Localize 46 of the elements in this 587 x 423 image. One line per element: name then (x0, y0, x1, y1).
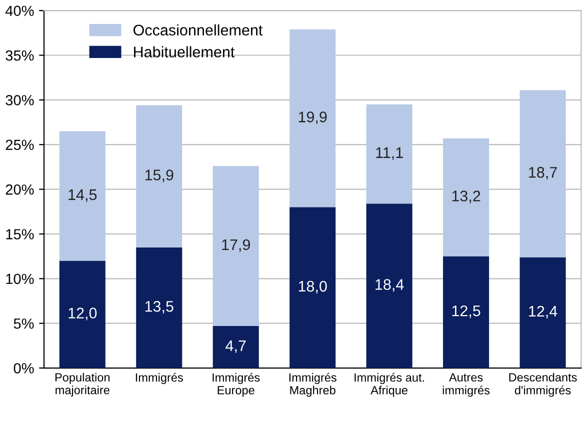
data-label: 19,9 (298, 112, 327, 124)
data-label: 12,5 (452, 305, 480, 318)
y-tick-label: 25% (6, 140, 34, 150)
legend-label: Habituellement (134, 46, 235, 58)
bar (59, 260, 106, 368)
bar (290, 207, 336, 368)
data-label: 13,5 (145, 300, 174, 314)
data-label: 4,7 (226, 340, 246, 353)
bar (443, 138, 490, 256)
y-tick-label: 20% (6, 184, 34, 195)
y-tick-label: 35% (6, 50, 34, 61)
bar (520, 90, 566, 258)
bar (136, 247, 182, 368)
data-label: 12,4 (529, 306, 558, 319)
bar (366, 104, 412, 204)
bar (212, 166, 259, 326)
data-label: 13,2 (452, 190, 480, 204)
x-tick-label: Immigrés Maghreb (289, 372, 336, 397)
bar (520, 257, 566, 368)
y-tick-label: 10% (6, 274, 34, 284)
data-label: 15,9 (145, 170, 174, 182)
y-tick-label: 5% (14, 318, 34, 329)
data-label: 11,1 (376, 147, 403, 160)
bar (212, 326, 259, 368)
y-tick-label: 0% (14, 363, 34, 374)
x-tick-label: Population majoritaire (55, 372, 110, 397)
x-tick-label: Immigrés Europe (212, 372, 260, 397)
y-tick-label: 15% (6, 229, 34, 240)
x-tick-label: Autres immigrés (442, 373, 490, 397)
data-label: 14,5 (68, 189, 97, 202)
data-label: 18,7 (529, 166, 557, 180)
x-tick-label: Immigrés aut. Afrique (354, 372, 424, 397)
data-label: 12,0 (68, 308, 97, 320)
bar (366, 204, 412, 368)
bar (290, 29, 336, 208)
bar (136, 105, 182, 248)
y-tick-label: 30% (6, 95, 34, 106)
legend-label: Occasionnellement (134, 24, 263, 36)
bar (59, 131, 106, 261)
x-tick-label: Descendants d'immigrés (509, 372, 577, 397)
bar (443, 256, 490, 368)
y-tick-label: 40% (5, 6, 34, 16)
x-tick-label: Immigrés (136, 372, 183, 384)
data-label: 18,4 (376, 279, 404, 292)
data-label: 17,9 (222, 239, 250, 252)
data-label: 18,0 (298, 280, 327, 294)
